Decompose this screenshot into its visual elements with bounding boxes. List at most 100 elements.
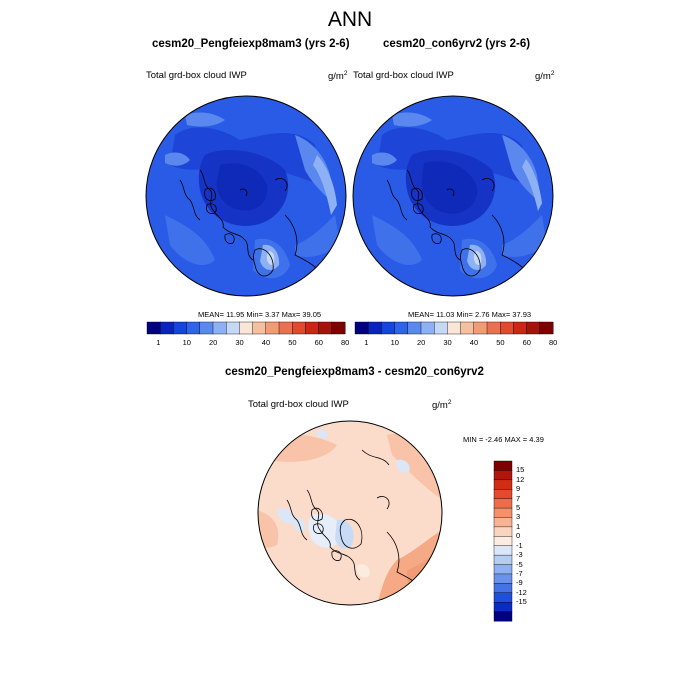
left-colorbar-tick-label: 1 [156, 338, 161, 347]
right-panel-title: cesm20_con6yrv2 (yrs 2-6) [383, 38, 531, 50]
right-colorbar-tick-label: 80 [549, 338, 558, 347]
left-colorbar-box [146, 321, 161, 335]
right-polar-map [352, 95, 554, 297]
right-colorbar-box [526, 321, 541, 335]
diff-colorbar-tick-label: 15 [516, 465, 525, 475]
right-variable-label: Total grd-box cloud IWP [353, 70, 454, 81]
left-polar-map [145, 95, 347, 297]
diff-colorbar-box [493, 573, 513, 584]
left-colorbar-box [331, 321, 346, 335]
left-colorbar-box [225, 321, 240, 335]
left-colorbar-tick-label: 40 [261, 338, 271, 347]
right-colorbar-box [513, 321, 528, 335]
diff-colorbar-box [493, 545, 513, 556]
right-stats: MEAN= 11.03 Min= 2.76 Max= 37.93 [408, 310, 532, 319]
right-colorbar-box [499, 321, 514, 335]
diff-colorbar-tick-label: -9 [516, 578, 523, 588]
right-colorbar-box [407, 321, 422, 335]
diff-colorbar-box [493, 564, 513, 575]
diff-colorbar-box [493, 498, 513, 509]
right-colorbar-box [460, 321, 475, 335]
diff-colorbar-box [493, 601, 513, 613]
left-colorbar-tick-label: 20 [209, 338, 218, 347]
diff-colorbar-box [493, 489, 513, 500]
left-colorbar-box [278, 321, 293, 335]
left-colorbar-box [252, 321, 267, 335]
diff-colorbar-tick-label: -7 [516, 568, 523, 578]
right-colorbar-box [420, 321, 435, 335]
main-title: ANN [327, 8, 373, 31]
left-colorbar-box [318, 321, 333, 335]
diff-colorbar-tick-label: 9 [516, 484, 521, 494]
left-colorbar-box [159, 321, 174, 335]
diff-colorbar-tick-label: -15 [516, 597, 527, 607]
left-colorbar-box [199, 321, 214, 335]
right-colorbar-tick-label: 60 [522, 338, 531, 347]
diff-colorbar-tick-label: 1 [516, 521, 521, 531]
left-colorbar-tick-label: 10 [182, 338, 191, 347]
right-colorbar-box [433, 321, 448, 335]
right-colorbar-box [486, 321, 501, 335]
left-colorbar-box [239, 321, 254, 335]
left-variable-label: Total grd-box cloud IWP [146, 70, 247, 81]
right-colorbar-tick-label: 30 [443, 338, 452, 347]
left-colorbar-box [265, 321, 280, 335]
left-colorbar-tick-label: 50 [288, 338, 297, 347]
diff-colorbar-tick-label: -5 [516, 559, 523, 569]
left-colorbar-tick-label: 60 [314, 338, 323, 347]
right-colorbar-tick-label: 20 [417, 338, 426, 347]
diff-colorbar-tick-label: -3 [516, 550, 523, 560]
diff-colorbar-tick-label: 5 [516, 503, 521, 513]
right-colorbar-box [381, 321, 396, 335]
left-colorbar-box [291, 321, 306, 335]
right-colorbar [354, 321, 554, 335]
left-colorbar-box [173, 321, 188, 335]
diff-colorbar-tick-label: 3 [516, 512, 521, 522]
diff-colorbar-box [493, 507, 513, 518]
right-colorbar-tick-label: 1 [364, 338, 369, 347]
right-colorbar-box [354, 321, 369, 335]
diff-colorbar-box [493, 536, 513, 547]
right-colorbar-box [539, 321, 554, 335]
right-colorbar-box [394, 321, 409, 335]
diff-colorbar-box [493, 583, 513, 594]
diff-colorbar-tick-label: 7 [516, 493, 521, 503]
diff-colorbar-tick-label: 0 [516, 531, 521, 541]
right-colorbar-tick-label: 40 [469, 338, 479, 347]
left-colorbar-box [186, 321, 201, 335]
left-stats: MEAN= 11.95 Min= 3.37 Max= 39.05 [198, 310, 322, 319]
diff-colorbar-box [493, 526, 513, 537]
diff-colorbar-labels: 15 12 9 7 5 3 1 0 -1 -3 -5 -7 -9 -12 -15 [516, 461, 546, 621]
diff-colorbar-box [493, 554, 513, 566]
diff-colorbar [493, 460, 513, 622]
right-colorbar-tick-label: 50 [496, 338, 505, 347]
right-colorbar-tick-label: 10 [390, 338, 399, 347]
diff-colorbar-box [493, 517, 513, 528]
diff-panel-title: cesm20_Pengfeiexp8mam3 - cesm20_con6yrv2 [225, 366, 484, 378]
left-unit-label: g/m2 [328, 70, 348, 83]
diff-colorbar-box [493, 611, 513, 622]
left-panel-title: cesm20_Pengfeiexp8mam3 (yrs 2-6) [152, 38, 350, 50]
diff-colorbar-tick-label: -1 [516, 540, 523, 550]
right-colorbar-box [367, 321, 382, 335]
left-colorbar-box [212, 321, 227, 335]
right-colorbar-labels: 1 10 20 30 40 50 60 80 [355, 338, 557, 350]
diff-colorbar-box [493, 479, 513, 490]
diff-colorbar-box [493, 460, 513, 471]
diff-stats: MIN = -2.46 MAX = 4.39 [463, 435, 544, 444]
left-colorbar [146, 321, 346, 335]
diff-colorbar-box [493, 592, 513, 603]
right-unit-label: g/m2 [535, 70, 555, 83]
diff-colorbar-tick-label: -12 [516, 587, 527, 597]
left-colorbar-box [305, 321, 320, 335]
left-colorbar-tick-label: 80 [341, 338, 350, 347]
diff-unit-label: g/m2 [432, 399, 452, 412]
diff-polar-map [257, 420, 443, 606]
left-colorbar-labels: 1 10 20 30 40 50 60 80 [147, 338, 349, 350]
diff-variable-label: Total grd-box cloud IWP [248, 399, 349, 410]
left-colorbar-tick-label: 30 [235, 338, 244, 347]
right-colorbar-box [473, 321, 488, 335]
diff-colorbar-box [493, 470, 513, 481]
diff-colorbar-tick-label: 12 [516, 474, 525, 484]
right-colorbar-box [447, 321, 462, 335]
